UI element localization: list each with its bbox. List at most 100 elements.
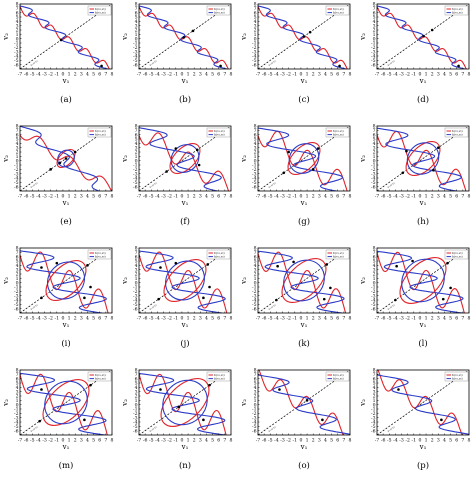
- legend-f2-label: f₂(v₁,v₂): [333, 133, 344, 137]
- intersection-point: [165, 170, 168, 173]
- y-tick-label: 8: [373, 2, 376, 8]
- y-tick-label: 2: [373, 272, 376, 278]
- y-tick-label: 1: [135, 276, 138, 282]
- f1-curve: [258, 251, 347, 313]
- f1-loop: [163, 259, 207, 302]
- x-tick-label: -5: [387, 316, 392, 322]
- x-tick-label: 0: [299, 438, 302, 444]
- plot-frame: [19, 369, 113, 436]
- x-tick-label: 0: [180, 72, 183, 78]
- plot-frame: [138, 369, 232, 436]
- y-tick-label: -1: [371, 407, 376, 413]
- x-tick-label: -3: [161, 194, 166, 200]
- x-axis-label: v₁: [419, 321, 427, 329]
- intersection-point: [59, 38, 63, 42]
- plot-frame: [19, 125, 113, 192]
- y-axis-label: v₂: [359, 33, 367, 41]
- x-tick-label: -1: [293, 316, 298, 322]
- y-tick-label: 6: [254, 254, 257, 260]
- y-tick-label: -4: [133, 54, 138, 60]
- x-tick-label: 5: [449, 438, 452, 444]
- intersection-point: [422, 34, 425, 38]
- x-tick-label: 4: [86, 438, 89, 444]
- x-tick-label: -4: [274, 194, 279, 200]
- x-axis-label: v₁: [300, 443, 308, 451]
- x-tick-label: 8: [349, 316, 352, 322]
- y-tick-label: -3: [371, 293, 376, 299]
- y-tick-label: 3: [254, 145, 257, 151]
- y-tick-label: -2: [14, 289, 19, 295]
- y-tick-label: 3: [254, 267, 257, 273]
- x-tick-label: 3: [437, 72, 440, 78]
- x-tick-label: 4: [205, 194, 208, 200]
- x-tick-label: 5: [449, 194, 452, 200]
- x-tick-label: -6: [262, 72, 267, 78]
- f1-loop: [42, 379, 90, 426]
- y-tick-label: -2: [371, 411, 376, 417]
- y-tick-label: 5: [254, 259, 257, 265]
- y-tick-label: 5: [373, 15, 376, 21]
- x-tick-label: -1: [293, 438, 298, 444]
- x-tick-label: 8: [111, 194, 114, 200]
- x-tick-label: 5: [92, 438, 95, 444]
- x-tick-label: -3: [280, 438, 285, 444]
- x-tick-label: -4: [155, 194, 160, 200]
- x-tick-label: -5: [149, 438, 154, 444]
- x-tick-label: 1: [425, 316, 428, 322]
- y-tick-label: -4: [371, 176, 376, 182]
- y-tick-label: 0: [254, 280, 257, 286]
- x-tick-label: -6: [143, 72, 148, 78]
- y-tick-label: 0: [373, 280, 376, 286]
- x-tick-label: 6: [455, 438, 458, 444]
- y-tick-label: -1: [14, 407, 19, 413]
- x-tick-label: -7: [256, 438, 261, 444]
- y-tick-label: -6: [252, 184, 257, 190]
- x-tick-label: 4: [86, 72, 89, 78]
- y-tick-label: 8: [373, 246, 376, 252]
- x-tick-label: 8: [230, 194, 233, 200]
- x-tick-label: -1: [293, 72, 298, 78]
- x-tick-label: -2: [48, 316, 53, 322]
- y-tick-label: 0: [254, 402, 257, 408]
- x-tick-label: 2: [431, 316, 434, 322]
- panel-caption: (n): [179, 460, 191, 471]
- x-tick-label: -2: [167, 316, 172, 322]
- y-tick-label: 8: [373, 124, 376, 130]
- x-tick-label: 2: [312, 194, 315, 200]
- x-tick-label: -1: [174, 72, 179, 78]
- diagonal-label: v₁=v₂: [29, 424, 40, 433]
- x-tick-label: 1: [68, 438, 71, 444]
- y-tick-label: 2: [254, 150, 257, 156]
- y-tick-label: -2: [133, 289, 138, 295]
- x-tick-label: 2: [431, 194, 434, 200]
- intersection-point: [206, 263, 209, 266]
- y-tick-label: 5: [16, 15, 19, 21]
- x-tick-label: -6: [143, 438, 148, 444]
- y-tick-label: 2: [373, 28, 376, 34]
- y-tick-label: -1: [133, 41, 138, 47]
- y-tick-label: 2: [16, 272, 19, 278]
- diagonal-label: v₁=v₂: [29, 302, 40, 311]
- y-tick-label: -1: [14, 285, 19, 291]
- y-tick-label: -5: [252, 424, 257, 430]
- x-tick-label: -4: [36, 438, 41, 444]
- x-tick-label: 6: [98, 438, 101, 444]
- x-tick-label: -5: [30, 316, 35, 322]
- intersection-point: [86, 264, 89, 267]
- y-tick-label: -2: [371, 289, 376, 295]
- f1-loop: [45, 260, 87, 301]
- x-tick-label: -2: [48, 72, 53, 78]
- x-tick-label: -2: [167, 438, 172, 444]
- x-tick-label: 6: [336, 316, 339, 322]
- y-tick-label: 0: [16, 402, 19, 408]
- y-tick-label: 1: [373, 154, 376, 160]
- y-tick-label: -6: [252, 62, 257, 68]
- x-tick-label: 1: [306, 316, 309, 322]
- f1-loop: [56, 148, 76, 169]
- f1-curve: [139, 132, 230, 191]
- y-tick-label: 0: [16, 158, 19, 164]
- x-tick-label: -7: [18, 316, 23, 322]
- y-tick-label: 7: [373, 6, 376, 12]
- y-tick-label: 4: [254, 263, 257, 269]
- y-tick-label: 4: [373, 385, 376, 391]
